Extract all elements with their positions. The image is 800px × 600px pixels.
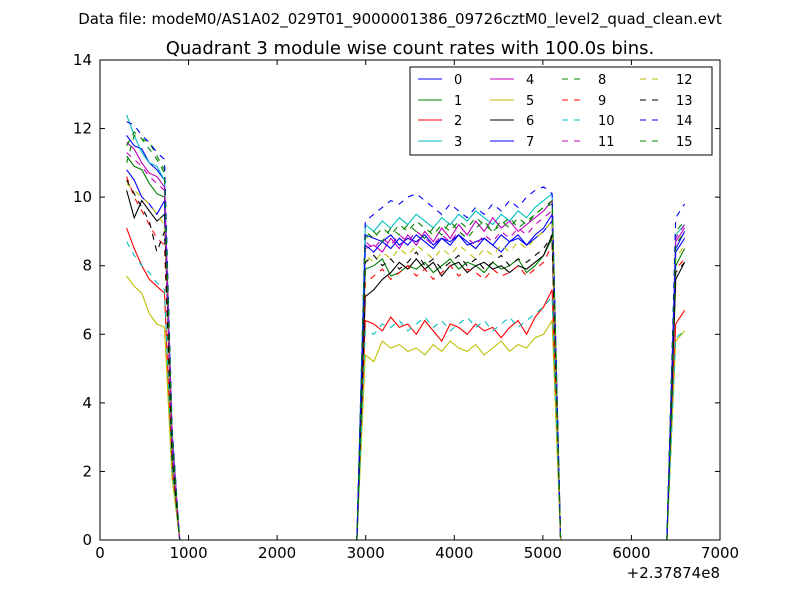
- chart-title: Quadrant 3 module wise count rates with …: [166, 38, 655, 59]
- legend-entry-13: 13: [640, 94, 693, 109]
- legend-label: 9: [598, 94, 606, 109]
- legend-entry-10: 10: [562, 114, 615, 129]
- legend-label: 3: [454, 135, 462, 150]
- series-15-segment-3: [666, 231, 686, 541]
- series-6-segment-3: [666, 262, 686, 541]
- legend-entry-14: 14: [640, 114, 693, 129]
- series-14-segment-2: [356, 186, 562, 541]
- y-tick-label: 12: [73, 120, 92, 138]
- legend-label: 13: [676, 94, 693, 109]
- series-12-segment-1: [126, 182, 181, 541]
- legend-entry-11: 11: [562, 135, 615, 150]
- legend-box: [409, 66, 713, 156]
- series-10-segment-3: [666, 330, 685, 541]
- series-2-segment-1: [126, 227, 181, 541]
- series-9-segment-3: [666, 258, 686, 541]
- legend-entry-15: 15: [640, 135, 693, 150]
- y-tick-label: 2: [82, 462, 92, 480]
- series-10-segment-2: [356, 295, 562, 541]
- y-tick-label: 6: [82, 325, 92, 343]
- series-13-segment-2: [356, 233, 562, 541]
- legend-label: 11: [598, 135, 615, 150]
- legend-label: 4: [526, 73, 534, 88]
- x-tick-label: 1000: [169, 544, 207, 562]
- series-4-segment-2: [356, 199, 562, 541]
- y-tick-label: 14: [73, 51, 92, 69]
- x-tick-label: 0: [95, 544, 105, 562]
- series-5-segment-2: [356, 318, 562, 541]
- series-11-segment-2: [356, 209, 562, 541]
- y-tick-label: 10: [73, 188, 92, 206]
- legend-label: 8: [598, 73, 606, 88]
- legend-entry-7: 7: [490, 135, 534, 150]
- series-5-segment-1: [126, 275, 181, 541]
- x-tick-label: 4000: [435, 544, 473, 562]
- legend-entry-3: 3: [418, 135, 462, 150]
- x-tick-label: 2000: [258, 544, 296, 562]
- series-1-segment-1: [126, 155, 181, 541]
- series-15-segment-2: [356, 199, 562, 541]
- data-file-title: Data file: modeM0/AS1A02_029T01_90000013…: [78, 10, 722, 29]
- x-tick-label: 5000: [524, 544, 562, 562]
- x-tick-label: 7000: [701, 544, 739, 562]
- series-7-segment-2: [356, 219, 562, 541]
- legend-entry-1: 1: [418, 94, 462, 109]
- x-offset-label: +2.37874e8: [627, 564, 720, 582]
- series-13-segment-1: [126, 179, 181, 541]
- series-2-segment-2: [356, 289, 562, 541]
- series-layer: [126, 114, 686, 541]
- legend-label: 5: [526, 94, 534, 109]
- series-8-segment-1: [126, 134, 181, 541]
- legend-label: 15: [676, 135, 693, 150]
- legend-entry-8: 8: [562, 73, 606, 88]
- legend-label: 0: [454, 73, 462, 88]
- legend-label: 6: [526, 114, 534, 129]
- y-tick-label: 0: [82, 531, 92, 549]
- legend-entry-2: 2: [418, 114, 462, 129]
- series-11-segment-1: [126, 152, 181, 541]
- y-tick-label: 4: [82, 394, 92, 412]
- plot-frame: [99, 59, 721, 541]
- legend-label: 7: [526, 135, 534, 150]
- legend-label: 12: [676, 73, 693, 88]
- legend-entry-12: 12: [640, 73, 693, 88]
- series-8-segment-3: [666, 220, 686, 541]
- legend-entry-9: 9: [562, 94, 606, 109]
- legend-entry-4: 4: [490, 73, 534, 88]
- y-tick-label: 8: [82, 257, 92, 275]
- series-1-segment-2: [356, 238, 562, 541]
- series-13-segment-3: [666, 261, 686, 541]
- series-6-segment-2: [356, 234, 562, 541]
- legend-entry-6: 6: [490, 114, 534, 129]
- series-7-segment-1: [126, 169, 181, 541]
- series-10-segment-1: [126, 241, 181, 541]
- legend-entry-0: 0: [418, 73, 462, 88]
- series-5-segment-3: [666, 330, 686, 541]
- series-15-segment-1: [126, 131, 181, 541]
- legend-label: 2: [454, 114, 462, 129]
- legend-label: 1: [454, 94, 462, 109]
- series-4-segment-1: [126, 141, 181, 541]
- series-8-segment-2: [356, 203, 562, 541]
- series-6-segment-1: [126, 190, 181, 541]
- legend-label: 10: [598, 114, 615, 129]
- series-9-segment-1: [126, 176, 181, 541]
- series-9-segment-2: [356, 244, 562, 541]
- x-tick-label: 6000: [612, 544, 650, 562]
- series-3-segment-2: [356, 192, 562, 541]
- legend-entry-5: 5: [490, 94, 534, 109]
- legend-label: 14: [676, 114, 693, 129]
- x-tick-label: 3000: [347, 544, 385, 562]
